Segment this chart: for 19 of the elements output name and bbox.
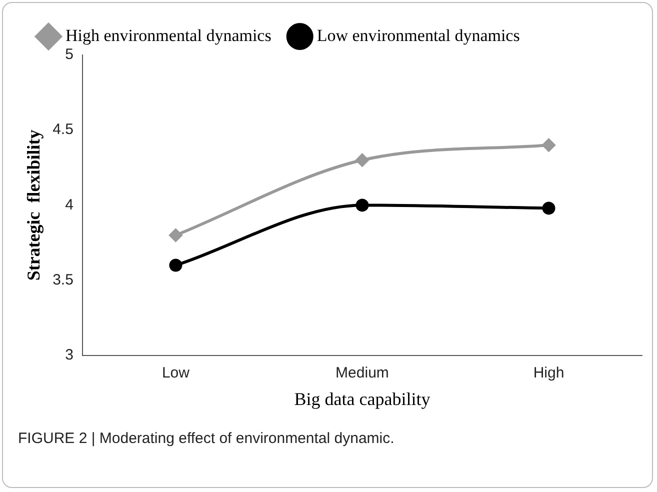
y-tick-label: 4.5 [52, 121, 74, 138]
y-tick-label: 3.5 [52, 271, 74, 288]
y-tick-label: 3 [65, 346, 74, 364]
y-axis-title: Strategic flexibility [23, 130, 44, 281]
x-tick-label: Low [162, 364, 190, 382]
legend-label: Low environmental dynamics [316, 26, 520, 45]
y-tick-label: 4 [65, 196, 74, 214]
legend-label: High environmental dynamics [66, 26, 272, 45]
caption: FIGURE 2 | Moderating effect of environmental dynamic. [18, 430, 394, 447]
point [356, 154, 369, 167]
x-tick-label: High [533, 364, 564, 382]
point [169, 228, 182, 242]
x-tick-label: Medium [336, 364, 389, 382]
point [542, 202, 556, 215]
point [356, 198, 369, 212]
point [542, 138, 556, 152]
x-axis-title: Big data capability [294, 388, 430, 409]
y-tick-label: 5 [65, 46, 74, 64]
point [169, 258, 182, 272]
